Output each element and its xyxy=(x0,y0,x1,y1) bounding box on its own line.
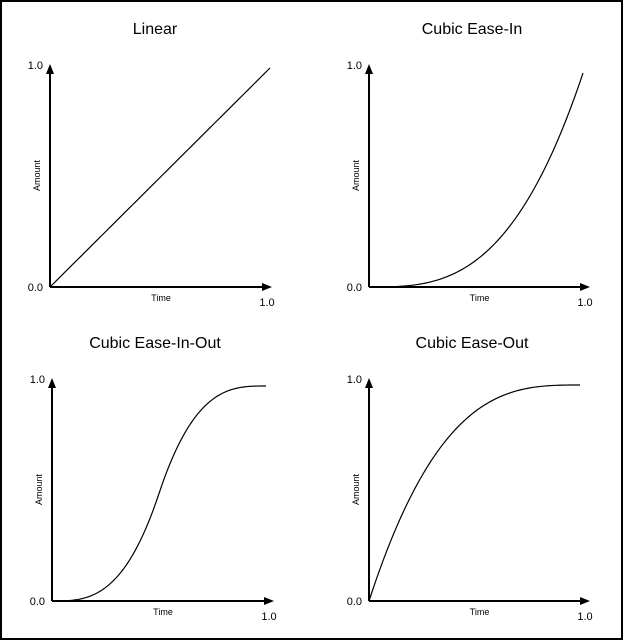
panel-4-y-axis-arrow xyxy=(365,378,373,388)
panel-4-y-tick-label: 1.0 xyxy=(347,374,362,386)
panel-2-origin-tick-label: 0.0 xyxy=(347,282,362,294)
panel-4-y-axis-label: Amount xyxy=(351,473,361,505)
panel-3-y-axis-label: Amount xyxy=(34,473,44,505)
panel-1-x-tick-label: 1.0 xyxy=(259,297,274,309)
panel-3-origin-tick-label: 0.0 xyxy=(30,596,45,608)
panel-4-x-axis-label: Time xyxy=(470,607,490,617)
panel-3-x-axis-label: Time xyxy=(153,607,173,617)
panel-3-title: Cubic Ease-In-Out xyxy=(89,335,221,352)
panel-3-curve-line xyxy=(52,385,266,602)
panel-3-y-tick-label: 1.0 xyxy=(30,374,45,386)
panel-1-title: Linear xyxy=(133,21,178,38)
panel-4-title: Cubic Ease-Out xyxy=(416,335,529,352)
panel-3-x-axis-arrow xyxy=(264,597,274,605)
panel-4-origin-tick-label: 0.0 xyxy=(347,596,362,608)
panel-3-y-axis-arrow xyxy=(48,378,56,388)
panel-3-x-tick-label: 1.0 xyxy=(261,611,276,623)
panel-1-curve-line xyxy=(49,67,271,288)
panel-2-x-axis-label: Time xyxy=(470,293,490,303)
panel-1-origin-tick-label: 0.0 xyxy=(28,282,43,294)
panel-1-y-tick-label: 1.0 xyxy=(28,60,43,72)
panel-2-x-tick-label: 1.0 xyxy=(577,297,592,309)
panel-1-y-axis-arrow xyxy=(46,64,54,74)
panel-2-title: Cubic Ease-In xyxy=(422,21,523,38)
panel-2-y-axis-label: Amount xyxy=(351,159,361,191)
panel-1-x-axis-arrow xyxy=(262,283,272,291)
panel-2-y-axis-arrow xyxy=(365,64,373,74)
panel-2-x-axis-arrow xyxy=(580,283,590,291)
panel-4-x-axis-arrow xyxy=(580,597,590,605)
panel-4-x-tick-label: 1.0 xyxy=(577,611,592,623)
panel-2-y-tick-label: 1.0 xyxy=(347,60,362,72)
panel-1-y-axis-label: Amount xyxy=(32,159,42,191)
panel-2-curve-line xyxy=(369,72,584,288)
panel-4-curve-line xyxy=(368,384,580,602)
panel-1-x-axis-label: Time xyxy=(151,293,171,303)
